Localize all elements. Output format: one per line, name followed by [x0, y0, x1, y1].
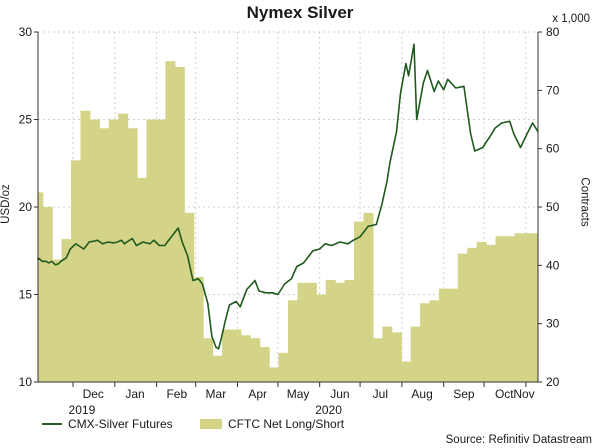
bar: [514, 233, 525, 382]
right-axis-tick-label: 80: [546, 25, 560, 39]
bar: [118, 113, 129, 383]
bar: [457, 253, 468, 382]
bar: [269, 367, 280, 382]
bar: [363, 212, 374, 382]
bar: [401, 361, 412, 382]
bar: [137, 177, 148, 382]
x-axis-tick-label: Nov: [513, 387, 534, 401]
bar: [382, 326, 393, 382]
legend-line-label: CMX-Silver Futures: [68, 417, 173, 431]
right-axis-tick-label: 60: [546, 142, 560, 156]
line-series-layer: [37, 43, 539, 350]
left-axis-tick-label: 15: [19, 288, 33, 302]
bar: [165, 61, 176, 383]
axis-layer: 10 15 20 25 30 20 30 40 50 60 70 80 Dec Jan Feb Mar Apr M…: [19, 25, 560, 417]
x-axis-tick-label: Dec: [83, 387, 104, 401]
bar: [146, 119, 157, 382]
bar: [410, 326, 421, 382]
bar: [288, 300, 299, 382]
bar: [486, 244, 497, 382]
chart-title: Nymex Silver: [246, 3, 354, 22]
bar: [495, 236, 506, 382]
bar: [438, 288, 449, 382]
bar: [448, 288, 459, 382]
bar-series-layer: [38, 61, 538, 383]
bar: [476, 242, 487, 382]
x-axis-tick-label: Sep: [453, 387, 475, 401]
legend: CMX-Silver Futures CFTC Net Long/Short: [42, 417, 345, 431]
bar: [344, 279, 355, 382]
x-axis-tick-label: Oct: [495, 387, 514, 401]
bar: [99, 128, 110, 382]
bar: [193, 277, 204, 382]
bar: [221, 329, 232, 382]
x-axis-tick-label: Mar: [206, 387, 227, 401]
left-axis-tick-label: 10: [19, 375, 33, 389]
bar: [523, 233, 534, 382]
bar: [533, 233, 538, 382]
bar: [420, 303, 431, 382]
bar: [250, 338, 261, 382]
x-axis-tick-label: Jan: [125, 387, 144, 401]
bar: [71, 160, 82, 382]
legend-bar-label: CFTC Net Long/Short: [228, 417, 345, 431]
bar: [89, 119, 100, 382]
bar: [259, 347, 270, 382]
bar: [174, 67, 185, 382]
bar: [240, 335, 251, 382]
x-axis-year-label: 2019: [69, 403, 96, 417]
bar: [335, 282, 346, 382]
source-note: Source: Refinitiv Datastream: [445, 434, 592, 446]
right-axis-tick-label: 20: [546, 375, 560, 389]
bar: [306, 282, 317, 382]
bar: [278, 352, 289, 382]
bar: [108, 119, 119, 382]
bar: [354, 221, 365, 382]
bar: [325, 279, 336, 382]
bar: [184, 212, 195, 382]
bar: [467, 247, 478, 382]
bar: [127, 128, 138, 382]
bar: [231, 329, 242, 382]
bar: [42, 207, 53, 382]
right-axis-tick-label: 30: [546, 317, 560, 331]
bar: [297, 282, 308, 382]
x-axis-tick-label: Jun: [330, 387, 349, 401]
bar: [429, 300, 440, 382]
x-axis-tick-label: May: [287, 387, 310, 401]
bar: [504, 236, 516, 382]
right-axis-tick-label: 70: [546, 83, 560, 97]
x-axis-tick-label: Aug: [411, 387, 432, 401]
left-axis-tick-label: 25: [19, 113, 33, 127]
bar: [316, 294, 327, 382]
right-axis-tick-label: 40: [546, 258, 560, 272]
right-axis-tick-label: 50: [546, 200, 560, 214]
x-axis-tick-label: Feb: [166, 387, 187, 401]
bar: [203, 338, 214, 382]
x-axis-year-label: 2020: [315, 403, 342, 417]
x-axis-tick-label: Apr: [248, 387, 267, 401]
bar: [155, 119, 166, 382]
left-axis-tick-label: 20: [19, 200, 33, 214]
bar: [61, 239, 72, 382]
bar: [38, 192, 44, 382]
left-axis-tick-label: 30: [19, 25, 33, 39]
bar: [52, 259, 63, 382]
bar: [391, 332, 402, 382]
bar: [372, 338, 383, 382]
right-axis-scale-note: x 1,000: [552, 13, 590, 25]
x-axis-tick-label: Jul: [373, 387, 388, 401]
bar: [212, 355, 223, 382]
line-series-cmx-silver: [37, 43, 539, 350]
legend-bar-swatch: [200, 419, 222, 429]
